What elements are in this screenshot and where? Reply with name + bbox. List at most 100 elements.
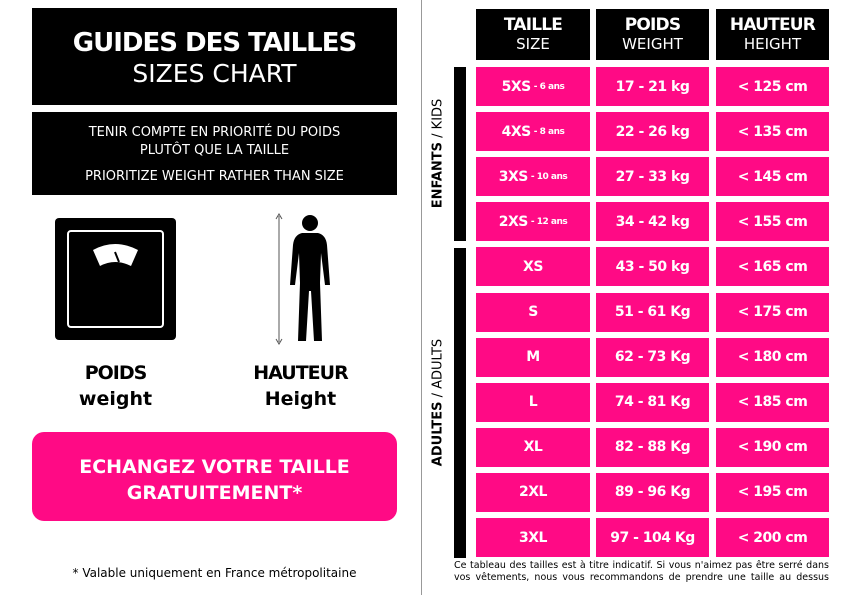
height-value: < 135 cm bbox=[737, 123, 808, 140]
note-en: PRIORITIZE WEIGHT RATHER THAN SIZE bbox=[85, 169, 344, 184]
size-value: 3XS bbox=[498, 168, 529, 185]
table-cell-weight: 74 - 81 Kg bbox=[596, 382, 709, 422]
table-cell-height: < 190 cm bbox=[716, 427, 829, 467]
table-cell-height: < 165 cm bbox=[716, 247, 829, 287]
weight-value: 22 - 26 kg bbox=[615, 123, 690, 140]
kids-bold: ENFANTS bbox=[430, 141, 446, 209]
table-cell-weight: 22 - 26 kg bbox=[596, 112, 709, 152]
table-cell-size: S bbox=[476, 292, 590, 332]
size-value: 4XS bbox=[501, 123, 532, 140]
table-cell-size: 3XS - 10 ans bbox=[476, 157, 590, 197]
table-cell-size: 2XS - 12 ans bbox=[476, 202, 590, 242]
weight-value: 97 - 104 Kg bbox=[610, 529, 695, 546]
height-value: < 125 cm bbox=[737, 78, 808, 95]
adults-rest: / ADULTS bbox=[430, 338, 446, 402]
age-value: - 8 ans bbox=[533, 126, 565, 137]
weight-fr: POIDS bbox=[84, 362, 148, 384]
table-cell-weight: 27 - 33 kg bbox=[596, 157, 709, 197]
height-value: < 165 cm bbox=[737, 258, 808, 275]
table-cell-weight: 17 - 21 kg bbox=[596, 67, 709, 106]
table-cell-height: < 125 cm bbox=[716, 67, 829, 106]
table-cell-size: XL bbox=[476, 427, 590, 467]
adults-bold: ADULTES bbox=[430, 401, 446, 467]
age-value: - 6 ans bbox=[533, 81, 565, 92]
disclaimer: Ce tableau des tailles est à titre indic… bbox=[454, 560, 829, 583]
kids-group-label: ENFANTS / KIDS bbox=[431, 84, 446, 224]
header-en: SIZE bbox=[516, 34, 550, 53]
table-cell-size: L bbox=[476, 382, 590, 422]
size-value: 2XL bbox=[519, 484, 547, 501]
height-fr: HAUTEUR bbox=[253, 362, 348, 384]
weight-value: 89 - 96 Kg bbox=[614, 484, 691, 501]
page-subtitle: SIZES CHART bbox=[132, 59, 297, 88]
height-value: < 185 cm bbox=[737, 394, 808, 411]
table-cell-size: XS bbox=[476, 247, 590, 287]
table-cell-size: 2XL bbox=[476, 472, 590, 512]
header-fr: HAUTEUR bbox=[729, 14, 816, 35]
page-title: GUIDES DES TAILLES bbox=[72, 28, 358, 58]
table-cell-weight: 43 - 50 kg bbox=[596, 247, 709, 287]
footnote: * Valable uniquement en France métropoli… bbox=[72, 566, 357, 580]
table-cell-height: < 155 cm bbox=[716, 202, 829, 242]
size-value: 5XS bbox=[501, 78, 532, 95]
weight-value: 51 - 61 Kg bbox=[614, 304, 691, 320]
adults-group-label: ADULTES / ADULTS bbox=[431, 333, 446, 473]
table-cell-height: < 185 cm bbox=[716, 382, 829, 422]
table-cell-size: M bbox=[476, 337, 590, 377]
table-cell-size: 4XS - 8 ans bbox=[476, 112, 590, 152]
weight-value: 34 - 42 kg bbox=[615, 213, 690, 230]
height-value: < 145 cm bbox=[737, 168, 808, 185]
height-value: < 200 cm bbox=[737, 529, 808, 546]
priority-note-box: TENIR COMPTE EN PRIORITÉ DU POIDS PLUTÔT… bbox=[32, 112, 397, 195]
header-height: HAUTEUR HEIGHT bbox=[716, 9, 829, 60]
height-value: < 190 cm bbox=[737, 439, 808, 456]
header-fr: TAILLE bbox=[503, 14, 563, 35]
height-value: < 155 cm bbox=[737, 213, 808, 230]
size-value: XS bbox=[523, 258, 543, 275]
table-cell-size: 5XS - 6 ans bbox=[476, 67, 590, 106]
weight-en: weight bbox=[78, 388, 153, 410]
size-value: L bbox=[528, 394, 538, 411]
divider bbox=[421, 0, 422, 595]
weight-value: 17 - 21 kg bbox=[615, 78, 690, 95]
weight-value: 82 - 88 Kg bbox=[614, 439, 691, 456]
table-cell-height: < 135 cm bbox=[716, 112, 829, 152]
age-value: - 10 ans bbox=[530, 171, 568, 182]
scale-icon bbox=[55, 218, 176, 340]
weight-label: POIDS weight bbox=[55, 360, 176, 412]
header-size: TAILLE SIZE bbox=[476, 9, 590, 60]
height-label: HAUTEUR Height bbox=[240, 360, 361, 412]
title-box: GUIDES DES TAILLES SIZES CHART bbox=[32, 8, 397, 105]
weight-value: 74 - 81 Kg bbox=[614, 394, 691, 411]
table-cell-height: < 195 cm bbox=[716, 472, 829, 512]
table-cell-size: 3XL bbox=[476, 518, 590, 557]
table-cell-weight: 82 - 88 Kg bbox=[596, 427, 709, 467]
height-en: Height bbox=[264, 388, 337, 410]
height-value: < 175 cm bbox=[737, 304, 808, 320]
size-value: 3XL bbox=[519, 529, 547, 546]
kids-group-bar bbox=[454, 67, 466, 241]
age-value: - 12 ans bbox=[530, 216, 568, 227]
size-value: M bbox=[526, 349, 540, 366]
table-cell-height: < 200 cm bbox=[716, 518, 829, 557]
exchange-line1: ECHANGEZ VOTRE TAILLE bbox=[79, 456, 350, 478]
size-value: S bbox=[528, 304, 538, 320]
adults-group-bar bbox=[454, 248, 466, 558]
weight-value: 43 - 50 kg bbox=[615, 258, 690, 275]
table-cell-weight: 62 - 73 Kg bbox=[596, 337, 709, 377]
table-cell-weight: 97 - 104 Kg bbox=[596, 518, 709, 557]
table-cell-weight: 89 - 96 Kg bbox=[596, 472, 709, 512]
weight-value: 27 - 33 kg bbox=[615, 168, 690, 185]
height-value: < 180 cm bbox=[737, 349, 808, 366]
header-fr: POIDS bbox=[624, 14, 681, 35]
height-value: < 195 cm bbox=[737, 484, 808, 501]
note-fr-line2: PLUTÔT QUE LA TAILLE bbox=[139, 143, 290, 158]
table-cell-height: < 175 cm bbox=[716, 292, 829, 332]
free-exchange-banner[interactable]: ECHANGEZ VOTRE TAILLE GRATUITEMENT* bbox=[32, 432, 397, 521]
table-cell-weight: 51 - 61 Kg bbox=[596, 292, 709, 332]
header-en: WEIGHT bbox=[622, 34, 683, 53]
header-weight: POIDS WEIGHT bbox=[596, 9, 709, 60]
size-value: XL bbox=[523, 439, 543, 456]
note-fr-line1: TENIR COMPTE EN PRIORITÉ DU POIDS bbox=[88, 125, 341, 140]
table-cell-height: < 180 cm bbox=[716, 337, 829, 377]
